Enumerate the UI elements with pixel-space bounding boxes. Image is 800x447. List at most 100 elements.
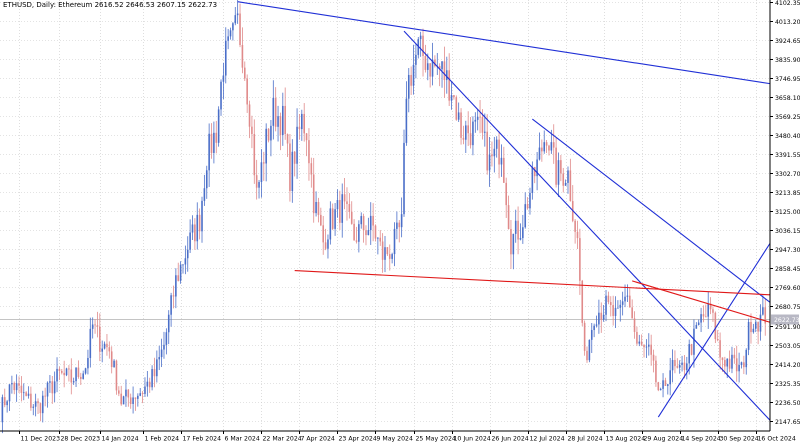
candle-body — [550, 142, 553, 151]
y-tick-label: 3835.90 — [775, 57, 800, 64]
x-tick-label: 10 Jun 2024 — [454, 436, 491, 443]
candle-body — [94, 324, 96, 326]
candle-body — [398, 222, 401, 228]
x-tick-label: 17 Feb 2024 — [183, 436, 222, 443]
candle-body — [690, 344, 693, 355]
candle-body — [224, 40, 227, 76]
candle-body — [184, 258, 187, 265]
candle-body — [579, 238, 581, 281]
candle-body — [44, 395, 46, 397]
candle-body — [210, 133, 213, 153]
candle-body — [598, 312, 600, 325]
candle-body — [360, 216, 363, 225]
candle-body — [709, 303, 712, 310]
candle-body — [139, 393, 142, 396]
candle-body — [213, 132, 215, 153]
x-tick-label: 28 Jul 2024 — [568, 436, 603, 443]
candle-body — [365, 230, 367, 236]
candle-body — [543, 142, 546, 152]
candle-body — [469, 133, 472, 146]
candle-body — [657, 382, 660, 391]
candle-body — [381, 241, 384, 260]
candle-body — [144, 386, 146, 394]
candle-body — [251, 126, 253, 135]
candle-body — [678, 364, 681, 368]
candle-body — [3, 397, 6, 406]
candle-body — [557, 160, 560, 185]
candle-body — [412, 64, 415, 86]
candle-body — [754, 322, 757, 329]
candle-body — [22, 392, 25, 394]
candle-body — [671, 359, 674, 371]
candle-body — [336, 200, 339, 210]
candle-body — [189, 232, 191, 250]
candle-body — [82, 373, 84, 379]
candle-body — [474, 119, 477, 122]
candle-body — [163, 344, 165, 350]
candle-body — [460, 112, 462, 138]
y-tick-label: 2947.30 — [775, 247, 800, 254]
candle-body — [101, 348, 103, 352]
candle-body — [595, 324, 598, 326]
candle-body — [607, 295, 610, 303]
candle-body — [272, 97, 275, 126]
candle-body — [522, 227, 524, 239]
y-tick-label: 3125.00 — [775, 209, 800, 216]
candle-body — [291, 151, 294, 192]
candle-body — [113, 360, 115, 368]
candle-body — [707, 303, 710, 317]
candle-body — [175, 275, 177, 297]
candle-body — [208, 133, 210, 171]
candle-body — [236, 13, 239, 16]
candle-body — [415, 54, 417, 65]
candle-body — [431, 59, 434, 77]
candle-body — [541, 147, 543, 152]
candle-body — [500, 157, 503, 165]
candle-body — [158, 357, 161, 360]
last-price-tag: 2622.73 — [771, 314, 800, 325]
candle-body — [564, 182, 567, 186]
candle-body — [41, 395, 44, 414]
candle-body — [1, 397, 4, 423]
candle-body — [80, 376, 82, 379]
candle-body — [56, 368, 58, 382]
x-tick-label: 23 Apr 2024 — [339, 436, 377, 443]
candle-body — [60, 370, 63, 373]
candle-body — [49, 381, 51, 383]
y-tick-label: 2858.45 — [775, 266, 800, 273]
candle-body — [386, 247, 389, 255]
candle-body — [676, 366, 679, 368]
candle-body — [191, 224, 194, 233]
candle-body — [369, 215, 372, 231]
candle-body — [262, 162, 265, 164]
candle-body — [377, 237, 379, 239]
candle-body — [667, 384, 669, 386]
candle-body — [669, 370, 671, 385]
candle-body — [151, 369, 153, 388]
candle-body — [400, 214, 403, 228]
candle-body — [636, 331, 638, 344]
candle-body — [434, 59, 436, 67]
candle-body — [688, 344, 690, 364]
candle-body — [229, 30, 232, 37]
candle-body — [198, 214, 201, 232]
candle-body — [312, 174, 315, 214]
candle-body — [217, 109, 220, 143]
y-tick-label: 2325.35 — [775, 381, 800, 388]
candle-body — [674, 359, 676, 367]
candle-body — [241, 44, 244, 68]
candle-body — [279, 116, 282, 136]
candle-body — [327, 239, 329, 249]
x-tick-label: 28 Dec 2023 — [61, 436, 101, 443]
candle-body — [683, 362, 686, 371]
candle-body — [643, 344, 645, 348]
candle-body — [201, 200, 203, 232]
candle-body — [186, 249, 189, 259]
candle-body — [277, 116, 279, 127]
candle-body — [617, 307, 619, 309]
candle-body — [106, 343, 108, 348]
y-tick-label: 3391.55 — [775, 152, 800, 159]
candle-body — [37, 401, 39, 404]
candle-body — [750, 321, 752, 333]
